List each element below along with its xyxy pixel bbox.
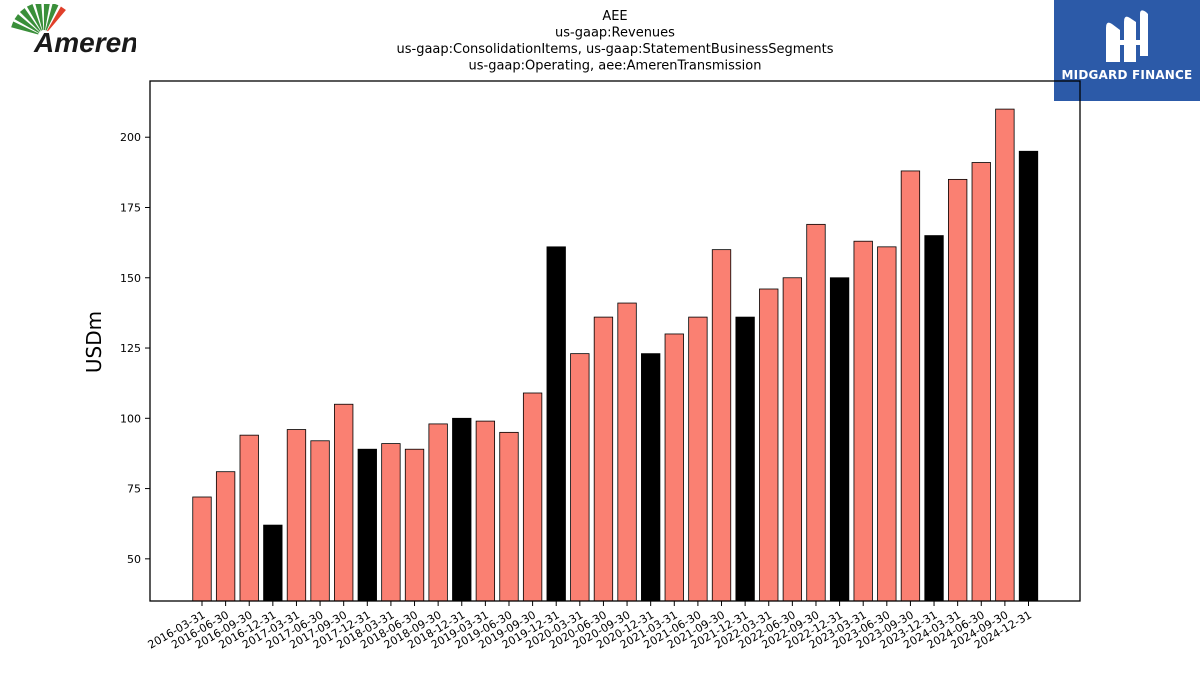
bar [404, 448, 425, 602]
chart-title-line: us-gaap:Revenues [555, 26, 675, 41]
bar [381, 443, 401, 602]
ameren-logo-text: Ameren [33, 27, 136, 58]
bar [900, 170, 921, 602]
y-tick-label: 175 [120, 201, 141, 214]
bar [192, 496, 212, 602]
y-tick-label: 200 [120, 131, 141, 144]
bar [310, 440, 330, 602]
ameren-logo: Ameren [4, 2, 138, 60]
chart-title: AEE us-gaap:Revenuesus-gaap:Consolidation… [396, 9, 833, 74]
bar [452, 417, 472, 602]
bar [877, 246, 897, 602]
bar [334, 403, 354, 602]
ameren-sunburst-icon: Ameren [11, 2, 138, 58]
y-tick-label: 100 [120, 412, 141, 425]
bar [688, 316, 708, 602]
y-tick-label: 50 [127, 553, 141, 566]
bar [357, 448, 377, 602]
bar [215, 471, 236, 602]
bar [286, 429, 307, 602]
y-tick-label: 150 [120, 272, 141, 285]
bar [1018, 150, 1039, 602]
bar [829, 277, 850, 602]
bar [570, 353, 590, 602]
bar [475, 420, 496, 602]
chart-title-line: us-gaap:ConsolidationItems, us-gaap:Stat… [396, 42, 833, 57]
bar [546, 246, 566, 602]
bar [617, 302, 637, 602]
midgard-emblem-icon [1106, 10, 1148, 63]
chart-title-line: us-gaap:Operating, aee:AmerenTransmissio… [469, 59, 762, 74]
bar [593, 316, 614, 602]
bar [428, 423, 448, 602]
bar [759, 288, 779, 602]
bar [641, 353, 661, 602]
bar [711, 249, 732, 602]
x-axis: 2016-03-312016-06-302016-09-302016-12-31… [146, 601, 1034, 652]
midgard-logo-text: MIDGARD FINANCE [1061, 68, 1193, 82]
bar [239, 434, 259, 602]
bar [853, 240, 873, 602]
y-axis-label: USDm [82, 311, 106, 373]
y-axis: 50 75 100 125 150 175 200 [120, 131, 150, 566]
bar [522, 392, 543, 602]
bar [263, 524, 283, 602]
chart-title-line: AEE [602, 9, 627, 24]
bar [664, 333, 684, 602]
bar [948, 178, 968, 602]
y-tick-label: 75 [127, 483, 141, 496]
bar [782, 277, 803, 602]
bar [806, 223, 826, 602]
bar [499, 431, 519, 602]
bar [971, 162, 991, 602]
midgard-finance-logo: MIDGARD FINANCE [1054, 0, 1200, 101]
y-tick-label: 125 [120, 342, 141, 355]
bar [995, 108, 1015, 602]
bar [924, 235, 944, 602]
bars-group [192, 108, 1039, 602]
bar [735, 316, 755, 602]
plot-frame [149, 80, 1081, 602]
